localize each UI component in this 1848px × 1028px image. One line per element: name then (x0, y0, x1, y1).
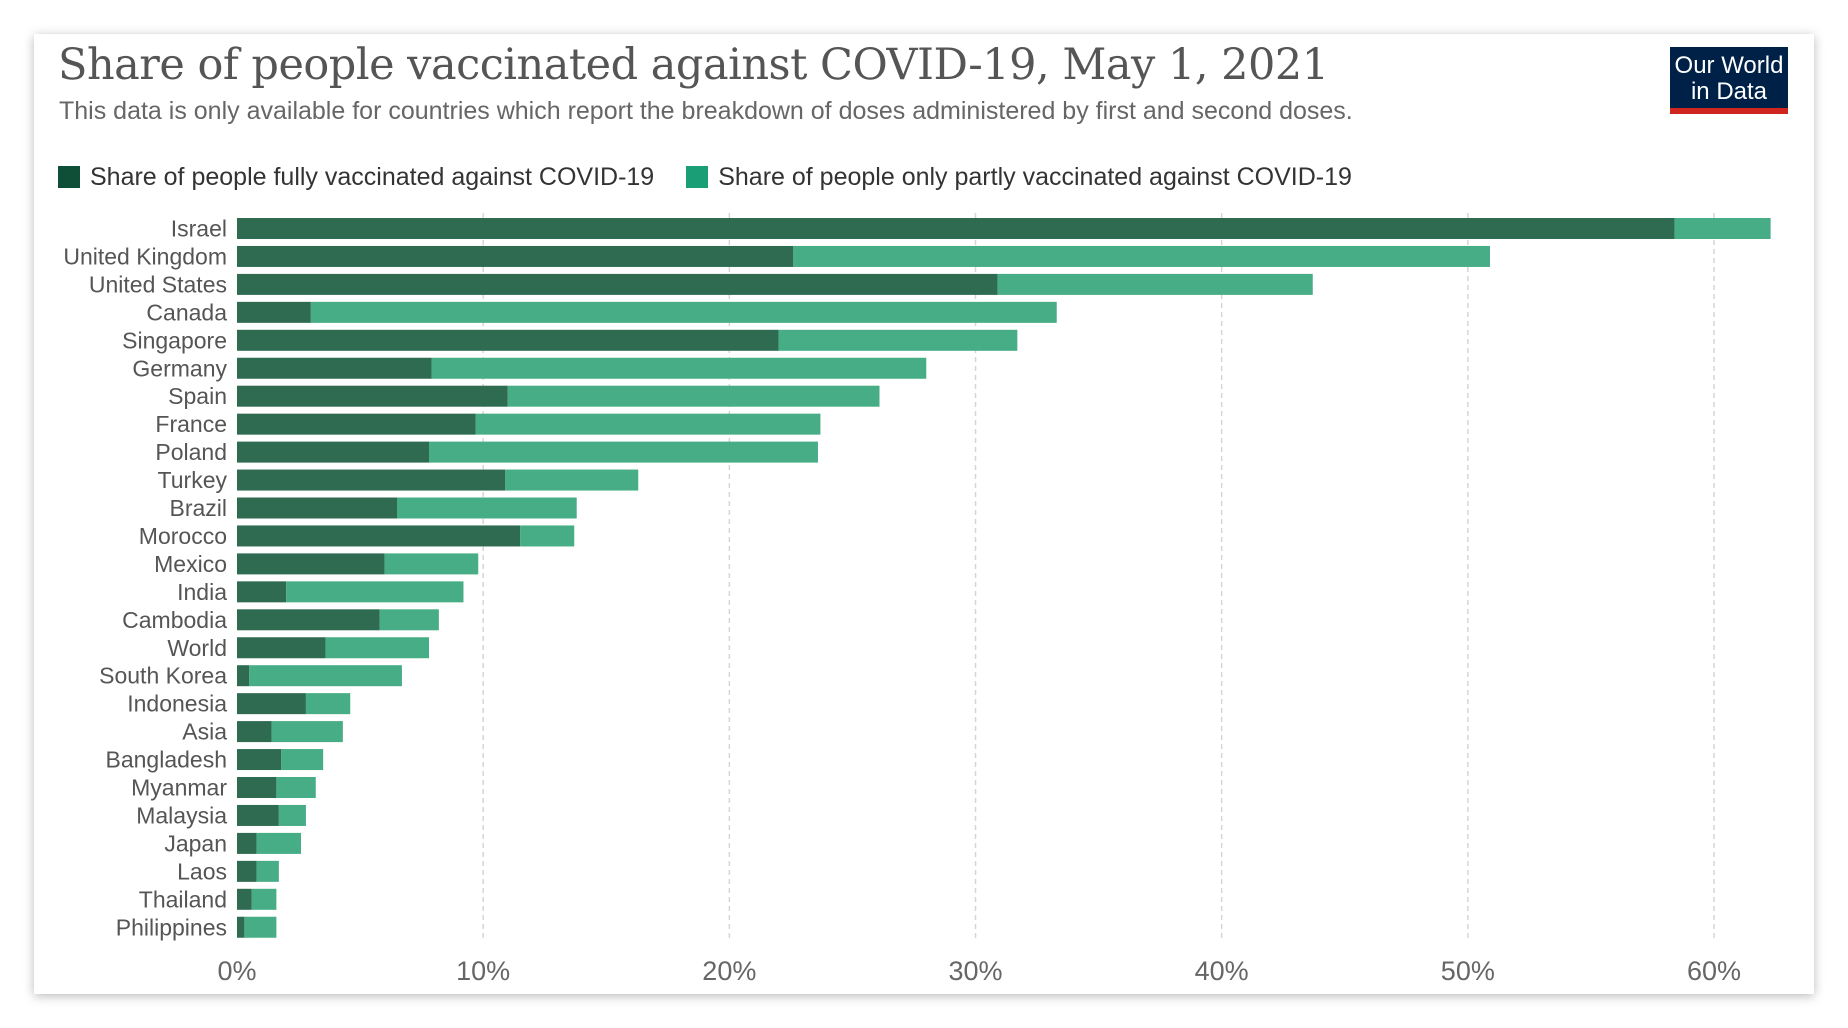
bar-fully-vaccinated (237, 357, 432, 379)
bar-partly-vaccinated (384, 553, 479, 575)
bar-fully-vaccinated (237, 721, 272, 743)
country-label: Cambodia (122, 607, 227, 633)
bar-partly-vaccinated (1674, 218, 1771, 239)
bar-partly-vaccinated (778, 329, 1018, 351)
bar-fully-vaccinated (237, 860, 257, 882)
country-label: United States (89, 271, 227, 297)
country-label: Malaysia (136, 802, 227, 828)
country-label: Canada (146, 299, 227, 325)
country-label: Indonesia (127, 691, 227, 717)
bar-partly-vaccinated (379, 609, 439, 631)
country-label: France (155, 411, 227, 437)
bar-partly-vaccinated (251, 888, 277, 910)
bar-partly-vaccinated (997, 273, 1313, 295)
bar-partly-vaccinated (276, 777, 316, 798)
legend-label-fully: Share of people fully vaccinated against… (90, 162, 655, 191)
bar-fully-vaccinated (237, 804, 279, 826)
x-tick-label: 40% (1195, 956, 1249, 986)
country-label: Brazil (169, 495, 227, 521)
bar-fully-vaccinated (237, 749, 282, 771)
bar-fully-vaccinated (237, 888, 252, 910)
bar-fully-vaccinated (237, 273, 998, 295)
logo-line-2: in Data (1690, 78, 1768, 105)
bar-partly-vaccinated (256, 860, 279, 882)
bar-fully-vaccinated (237, 553, 385, 575)
bar-partly-vaccinated (256, 832, 302, 854)
bar-fully-vaccinated (237, 693, 306, 715)
x-tick-label: 10% (456, 956, 510, 986)
bar-fully-vaccinated (237, 329, 779, 351)
bar-partly-vaccinated (507, 385, 880, 407)
country-label: Morocco (139, 523, 227, 549)
x-tick-label: 60% (1687, 956, 1741, 986)
country-label: South Korea (99, 663, 227, 689)
country-label: India (177, 579, 227, 605)
bar-fully-vaccinated (237, 469, 506, 491)
legend-item-partly[interactable]: Share of people only partly vaccinated a… (686, 163, 1352, 192)
country-label: Bangladesh (106, 747, 228, 773)
bar-fully-vaccinated (237, 301, 311, 323)
country-label: World (167, 635, 227, 661)
bar-fully-vaccinated (237, 245, 794, 267)
logo-line-1: Our World (1674, 52, 1784, 79)
bar-partly-vaccinated (505, 469, 639, 491)
bar-fully-vaccinated (237, 385, 508, 407)
bar-partly-vaccinated (429, 441, 818, 463)
bar-partly-vaccinated (793, 245, 1490, 267)
country-label: Japan (164, 830, 227, 856)
bar-partly-vaccinated (271, 721, 343, 743)
country-label: Myanmar (131, 775, 227, 801)
x-tick-label: 30% (948, 956, 1002, 986)
bar-partly-vaccinated (431, 357, 927, 379)
country-label: Philippines (116, 914, 227, 940)
country-label: Mexico (154, 551, 227, 577)
legend: Share of people fully vaccinated against… (58, 162, 1384, 192)
bar-partly-vaccinated (397, 497, 577, 519)
country-label: Singapore (122, 327, 227, 353)
country-label: Germany (132, 355, 227, 381)
chart-title: Share of people vaccinated against COVID… (58, 40, 1329, 90)
bar-fully-vaccinated (237, 916, 245, 938)
x-tick-label: 20% (702, 956, 756, 986)
bar-partly-vaccinated (244, 916, 277, 938)
bar-partly-vaccinated (249, 665, 402, 687)
country-label: Thailand (139, 886, 227, 912)
legend-label-partly: Share of people only partly vaccinated a… (718, 162, 1352, 191)
bar-fully-vaccinated (237, 777, 277, 798)
bar-fully-vaccinated (237, 413, 476, 435)
bar-partly-vaccinated (278, 804, 306, 826)
legend-swatch-partly (686, 166, 709, 188)
legend-swatch-fully (58, 166, 80, 188)
country-label: Laos (177, 858, 227, 884)
bar-fully-vaccinated (237, 609, 380, 631)
bar-fully-vaccinated (237, 525, 521, 547)
bar-partly-vaccinated (475, 413, 821, 435)
bar-fully-vaccinated (237, 497, 398, 519)
country-label: Spain (168, 383, 227, 409)
bar-fully-vaccinated (237, 441, 430, 463)
chart-subtitle: This data is only available for countrie… (59, 97, 1353, 125)
country-label: Turkey (158, 467, 228, 493)
bar-fully-vaccinated (237, 581, 287, 603)
bar-fully-vaccinated (237, 218, 1675, 239)
legend-item-fully[interactable]: Share of people fully vaccinated against… (58, 163, 654, 192)
country-label: Asia (182, 719, 227, 745)
bar-fully-vaccinated (237, 665, 250, 687)
bar-partly-vaccinated (281, 749, 324, 771)
x-tick-label: 0% (217, 956, 256, 986)
country-label: Poland (155, 439, 227, 465)
bar-partly-vaccinated (286, 581, 464, 603)
bar-partly-vaccinated (520, 525, 575, 547)
country-label: Israel (171, 216, 227, 242)
x-tick-label: 50% (1441, 956, 1495, 986)
bar-partly-vaccinated (305, 693, 351, 715)
bar-fully-vaccinated (237, 832, 257, 854)
country-label: United Kingdom (63, 243, 227, 269)
bar-partly-vaccinated (310, 301, 1057, 323)
bar-partly-vaccinated (325, 637, 430, 659)
bar-fully-vaccinated (237, 637, 326, 659)
owid-logo[interactable]: Our World in Data (1670, 47, 1788, 114)
